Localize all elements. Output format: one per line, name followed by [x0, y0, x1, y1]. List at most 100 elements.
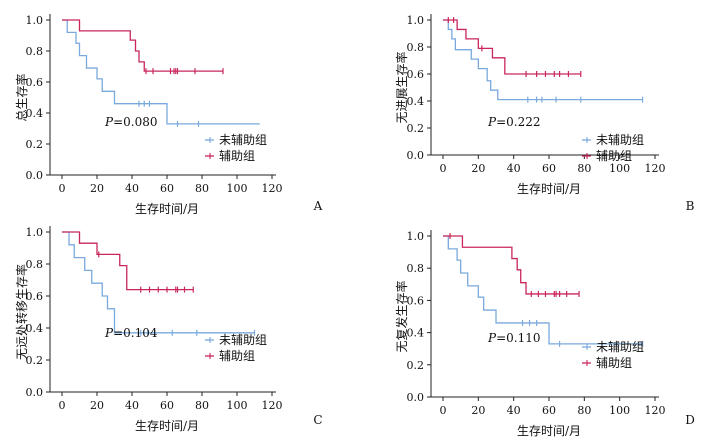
survival-curve — [62, 231, 255, 334]
y-tick-label: 0.6 — [407, 68, 425, 81]
y-tick-label: 0.8 — [407, 41, 425, 54]
p-value: P=0.104 — [104, 326, 158, 340]
y-axis-title: 无进展生存率 — [394, 51, 409, 123]
y-tick-label: 0.8 — [26, 258, 44, 271]
y-tick-label: 1.0 — [407, 14, 425, 27]
legend-label: 未辅助组 — [219, 133, 267, 147]
y-tick-label: 0.2 — [407, 122, 425, 135]
series-adjuvant — [62, 19, 224, 75]
p-value-number: =0.080 — [113, 115, 157, 129]
x-tick-label: 60 — [542, 404, 556, 417]
x-tick-label: 0 — [59, 182, 66, 195]
x-tick-label: 0 — [59, 399, 66, 412]
y-tick-label: 0.2 — [407, 359, 425, 372]
x-tick-label: 40 — [507, 404, 521, 417]
x-tick-label: 120 — [262, 399, 283, 412]
y-tick-label: 0.0 — [407, 149, 425, 162]
y-tick-label: 0.4 — [26, 107, 44, 120]
y-axis-title: 总生存率 — [14, 73, 29, 121]
y-tick-label: 0.0 — [26, 386, 44, 399]
x-tick-label: 60 — [160, 182, 174, 195]
survival-curve — [62, 231, 194, 291]
y-tick-label: 1.0 — [26, 14, 44, 27]
y-tick-label: 0.6 — [407, 294, 425, 307]
km-panel-d: 0 20 40 60 80 100 120 0.0 0.2 0.4 0.6 0.8 1.0 生存时间/月 无… — [394, 230, 695, 438]
legend-label: 未辅助组 — [596, 133, 644, 147]
y-tick-label: 0.6 — [26, 76, 44, 89]
y-tick-label: 0.4 — [26, 322, 44, 335]
x-tick-label: 40 — [125, 182, 139, 195]
y-tick-label: 0.2 — [26, 138, 44, 151]
km-panel-b: 0 20 40 60 80 100 120 0.0 0.2 0.4 0.6 0.8 1.0 生存时间/月 无… — [394, 14, 695, 213]
series-unadjuvant — [443, 19, 644, 103]
y-tick-label: 0.2 — [26, 354, 44, 367]
x-tick-label: 60 — [160, 399, 174, 412]
y-axis-title: 无复发生存率 — [394, 280, 409, 352]
x-tick-label: 80 — [195, 182, 209, 195]
x-tick-label: 40 — [507, 162, 521, 175]
p-value-label: P — [104, 115, 114, 129]
y-tick-label: 0.8 — [26, 45, 44, 58]
km-panel-a: 0 20 40 60 80 100 120 0.0 0.2 0.4 0.6 0.8 1.0 生存时间/月 总… — [14, 14, 323, 216]
legend-label: 辅助组 — [219, 349, 255, 363]
x-tick-label: 20 — [90, 182, 104, 195]
x-tick-label: 40 — [125, 399, 139, 412]
p-value-label: P — [487, 115, 497, 129]
x-tick-label: 120 — [645, 404, 666, 417]
panel-letter: D — [685, 413, 695, 427]
panel-letter: C — [313, 413, 322, 427]
p-value-number: =0.110 — [496, 331, 540, 345]
x-axis-title: 生存时间/月 — [517, 182, 581, 196]
survival-curve — [62, 19, 223, 72]
x-axis-title: 生存时间/月 — [135, 419, 199, 433]
panel-letter: A — [313, 199, 323, 213]
x-tick-label: 20 — [90, 399, 104, 412]
x-tick-label: 20 — [471, 404, 485, 417]
p-value-label: P — [487, 331, 497, 345]
y-tick-label: 0.4 — [407, 95, 425, 108]
survival-curve — [443, 235, 580, 295]
survival-curve — [443, 19, 581, 75]
survival-curve — [62, 19, 260, 125]
x-tick-label: 80 — [195, 399, 209, 412]
x-tick-label: 0 — [440, 404, 447, 417]
km-panel-c: 0 20 40 60 80 100 120 0.0 0.2 0.4 0.6 0.8 1.0 生存时间/月 无… — [14, 226, 323, 433]
series-unadjuvant — [443, 235, 644, 347]
y-tick-label: 0.0 — [26, 169, 44, 182]
y-tick-label: 1.0 — [26, 226, 44, 239]
x-tick-label: 100 — [227, 399, 248, 412]
p-value-number: =0.222 — [496, 115, 540, 129]
legend-label: 未辅助组 — [596, 340, 644, 354]
series-adjuvant — [62, 231, 194, 293]
x-axis-title: 生存时间/月 — [517, 424, 581, 438]
x-tick-label: 80 — [577, 162, 591, 175]
x-tick-label: 100 — [227, 182, 248, 195]
survival-curve — [443, 235, 643, 345]
panel-letter: B — [686, 199, 695, 213]
y-tick-label: 0.4 — [407, 327, 425, 340]
y-tick-label: 0.0 — [407, 391, 425, 404]
x-tick-label: 20 — [471, 162, 485, 175]
y-axis-title: 无远处转移生存率 — [14, 264, 29, 360]
x-tick-label: 60 — [542, 162, 556, 175]
x-tick-label: 100 — [609, 162, 630, 175]
legend-label: 辅助组 — [219, 149, 255, 163]
x-tick-label: 100 — [609, 404, 630, 417]
p-value: P=0.080 — [104, 115, 158, 129]
survival-curve — [443, 19, 643, 101]
x-tick-label: 0 — [440, 162, 447, 175]
x-tick-label: 120 — [645, 162, 666, 175]
x-tick-label: 80 — [577, 404, 591, 417]
x-axis-title: 生存时间/月 — [135, 202, 199, 216]
series-adjuvant — [443, 17, 582, 77]
legend-label: 辅助组 — [596, 356, 632, 370]
legend-label: 辅助组 — [596, 149, 632, 163]
series-adjuvant — [443, 233, 580, 297]
p-value-number: =0.104 — [113, 326, 158, 340]
p-value-label: P — [104, 326, 114, 340]
